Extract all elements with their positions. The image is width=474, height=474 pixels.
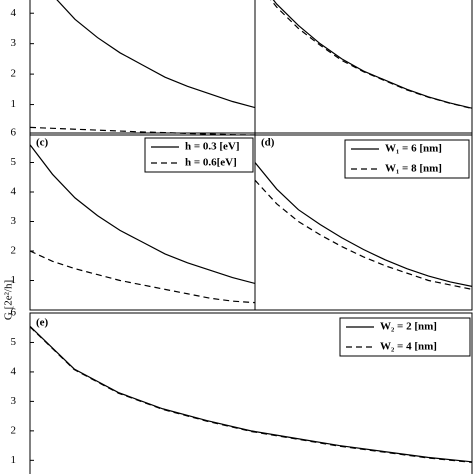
y-tick-label: 2 <box>11 68 17 80</box>
y-tick-label: 6 <box>11 127 17 139</box>
series-line <box>255 162 472 287</box>
y-axis-label: G [2e²/h] <box>3 280 15 320</box>
panel-frame <box>254 132 473 311</box>
y-tick-label: 4 <box>11 365 17 377</box>
legend-label: h = 0.6[eV] <box>185 157 237 169</box>
legend-label: W₂ = 4 [nm] <box>380 341 437 353</box>
plot-area <box>30 0 255 135</box>
y-tick-label: 6 <box>11 307 17 319</box>
y-tick-label: 4 <box>11 186 17 198</box>
plot-area <box>255 162 472 290</box>
legend-box <box>344 139 470 179</box>
panel-label: (e) <box>36 317 49 329</box>
legend-box <box>339 317 471 357</box>
legend-box <box>144 137 254 173</box>
plot-area <box>30 144 255 304</box>
series-line <box>30 144 255 285</box>
panel-frame <box>29 312 473 474</box>
y-tick-label: 3 <box>11 395 17 407</box>
y-tick-label: 3 <box>11 215 17 227</box>
series-line <box>30 250 255 304</box>
panel-label: (c) <box>36 137 49 149</box>
series-line <box>30 126 255 135</box>
y-tick-label: 1 <box>11 98 17 110</box>
legend-label: h = 0.3 [eV] <box>185 141 240 153</box>
y-tick-label: 5 <box>11 336 17 348</box>
legend-label: W₁ = 6 [nm] <box>385 143 442 155</box>
legend-label: W₁ = 8 [nm] <box>385 163 442 175</box>
y-tick-label: 2 <box>11 424 17 436</box>
y-tick-label: 3 <box>11 37 17 49</box>
series-line <box>56 0 255 109</box>
plot-area <box>30 325 472 463</box>
y-tick-label: 5 <box>11 156 17 168</box>
panel-frame <box>254 0 473 136</box>
panel-frame <box>29 0 256 136</box>
series-line <box>270 0 472 110</box>
y-tick-label: 1 <box>11 274 17 286</box>
series-line <box>30 326 472 463</box>
y-tick-label: 1 <box>11 454 17 466</box>
legend-label: W₂ = 2 [nm] <box>380 321 437 333</box>
y-tick-label: 4 <box>11 7 17 19</box>
plot-area <box>270 0 472 110</box>
panel-label: (d) <box>261 137 275 149</box>
y-tick-label: 2 <box>11 245 17 257</box>
series-line <box>272 0 472 109</box>
series-line <box>255 179 472 290</box>
